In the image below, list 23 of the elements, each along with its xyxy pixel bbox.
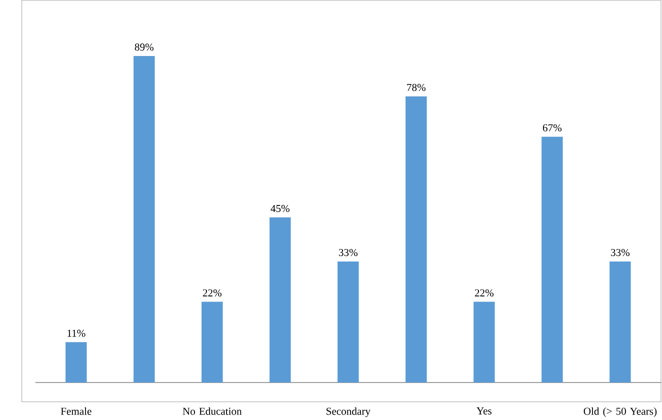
data-label: 33% [611,248,630,256]
data-label: 22% [202,289,222,296]
data-label: 78% [407,84,426,91]
data-label: 45% [270,204,290,212]
data-label: 33% [338,248,358,256]
bar [134,56,155,382]
x-tick-label: Old (> 50 Years) [584,407,657,417]
bar [270,217,291,382]
bar [542,136,563,382]
bar [406,96,427,382]
data-label: 22% [474,289,494,296]
bar [474,302,495,382]
bar [66,342,87,382]
data-label: 11% [68,330,86,337]
bar [202,302,223,382]
x-tick-label: No Education [182,407,242,415]
x-tick-label: Yes [476,407,492,414]
bar [610,261,631,382]
bar [338,261,359,382]
x-tick-label: Female [60,407,92,415]
data-label: 67% [542,124,562,132]
x-tick-label: Secondary [326,407,370,417]
data-label: 89% [134,43,154,51]
